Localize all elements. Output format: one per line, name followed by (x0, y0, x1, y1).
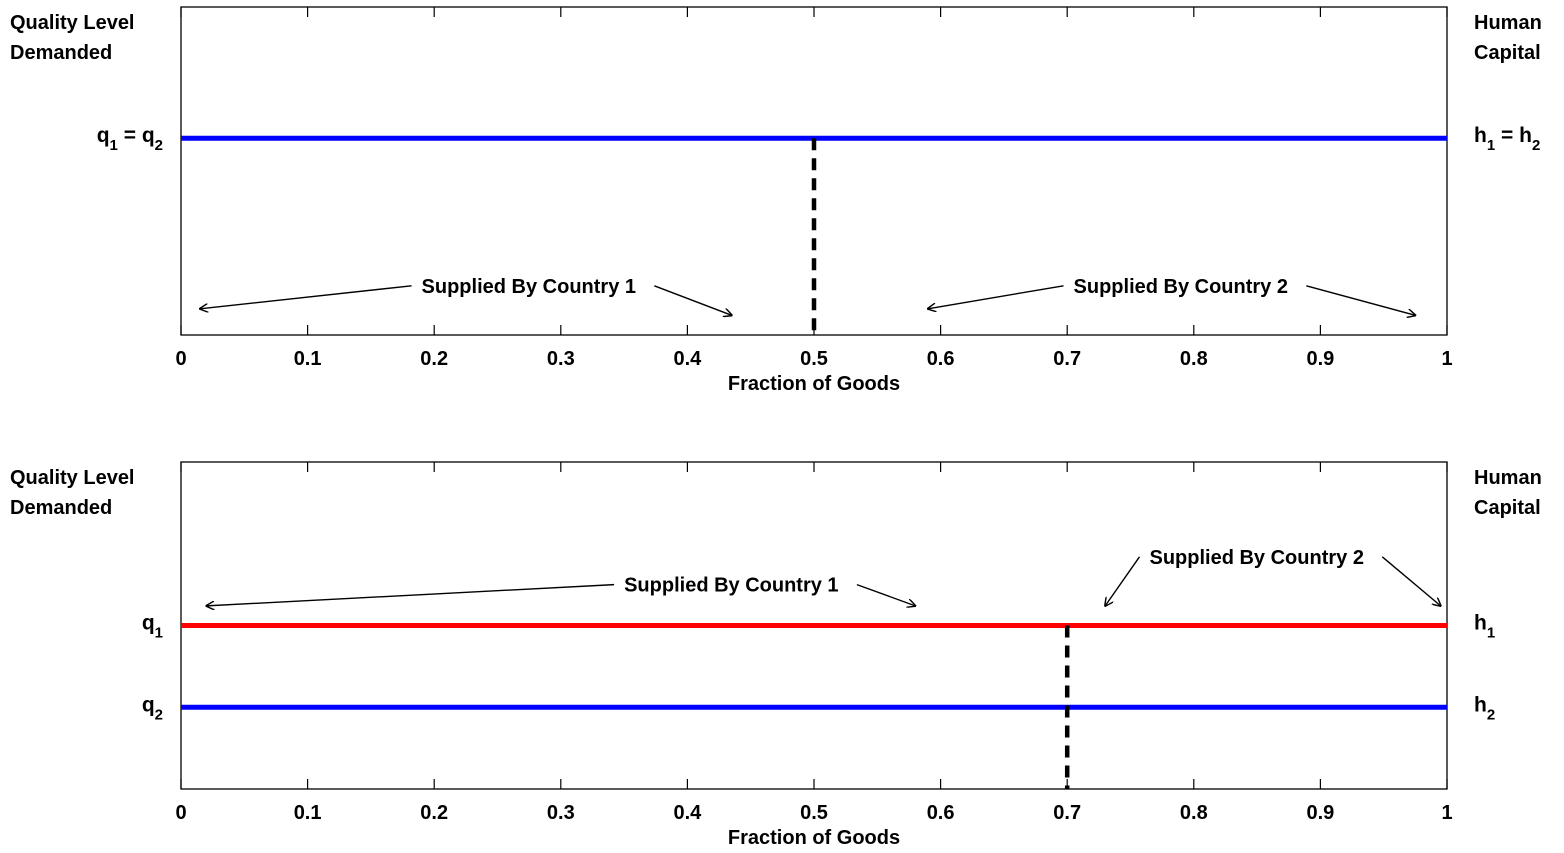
panel-2-xtick-label: 0 (175, 802, 186, 824)
panel-1-xtick-label: 0.9 (1306, 348, 1334, 370)
panel-1-right-axis-title: Capital (1474, 42, 1541, 64)
panel-1-xtick-label: 0.2 (420, 348, 448, 370)
panel-2-xtick-label: 1 (1441, 802, 1452, 824)
panel-1-xtick-label: 0.1 (294, 348, 322, 370)
panel-1-series-1-right-label: h1 = h2 (1474, 124, 1540, 154)
panel-1-left-axis-title: Demanded (10, 42, 112, 64)
panel-1-xtick-label: 0.6 (927, 348, 955, 370)
panel-2-series-1-right-label-sub: 1 (1487, 625, 1495, 642)
panel-1-xtick-label: 0.4 (673, 348, 702, 370)
panel-1-left-axis-title: Quality Level (10, 12, 135, 34)
panel-2-left-axis-title: Demanded (10, 497, 112, 519)
panel-1-xtick-label: 0.7 (1053, 348, 1081, 370)
panel-2-xtick-label: 0.4 (673, 802, 702, 824)
panel-2-series-2-left-label-sub: 2 (155, 706, 163, 723)
panel-2-series-2-right-label: h2 (1474, 693, 1495, 723)
panel-2-series-2-right-label-sub: 2 (1487, 706, 1495, 723)
panel-2-xtick-label: 0.1 (294, 802, 322, 824)
panel-1-xtick-label: 1 (1441, 348, 1452, 370)
panel-2-xtick-label: 0.9 (1306, 802, 1334, 824)
panel-2-series-1-left-label: q1 (142, 612, 163, 642)
panel-2-xtick-label: 0.2 (420, 802, 448, 824)
panel-2-xtick-label: 0.6 (927, 802, 955, 824)
panel-2-annotation-1-arrow (206, 583, 615, 606)
panel-1-xtick-label: 0.5 (800, 348, 828, 370)
panel-2-series-1-right-label-base: h (1474, 612, 1487, 635)
panel-1-series-1-right-label-base: h (1474, 124, 1487, 147)
panel-2-xtick-label: 0.7 (1053, 802, 1081, 824)
panel-1-annotation-2: Supplied By Country 2 (1074, 276, 1288, 298)
panel-2-series-1-left-label-sub: 1 (155, 625, 163, 642)
panel-1-series-1-left-label: q1 = q2 (97, 124, 163, 154)
panel-1-series-1-left-label-sub2: 2 (155, 137, 163, 154)
panel-2-right-axis-title: Capital (1474, 497, 1541, 519)
panel-1-xtick-label: 0.3 (547, 348, 575, 370)
panel-2-series-1-right-label: h1 (1474, 612, 1495, 642)
panel-2-right-axis-title: Human (1474, 467, 1542, 489)
panel-1-annotation-2-arrow (1306, 285, 1415, 316)
panel-2-series-1-left-label-base: q (142, 612, 155, 635)
panel-1-series-1-left-label-mid: = q (118, 124, 155, 147)
panel-1-right-axis-title: Human (1474, 12, 1542, 34)
panel-1-annotation-1-arrow (654, 285, 731, 316)
panel-2-annotation-2-arrow (1105, 556, 1141, 606)
panel-1-xlabel: Fraction of Goods (728, 373, 900, 395)
panel-1-series-1-right-label-sub: 1 (1487, 137, 1495, 154)
panel-2-series-2-left-label: q2 (142, 693, 163, 723)
panel-2-annotation-1: Supplied By Country 1 (624, 575, 838, 597)
panel-1-series-1-left-label-base: q (97, 124, 110, 147)
panel-1-xtick-label: 0.8 (1180, 348, 1208, 370)
panel-1-annotation-2-arrow (928, 285, 1064, 309)
panel-1-series-1-right-label-sub2: 2 (1532, 137, 1540, 154)
panel-1-annotation-1-arrow (200, 285, 412, 309)
panel-2-xtick-label: 0.3 (547, 802, 575, 824)
panel-2-annotation-2: Supplied By Country 2 (1149, 547, 1363, 569)
panel-1-series-1-left-label-sub: 1 (110, 137, 118, 154)
panel-2-xtick-label: 0.5 (800, 802, 828, 824)
panel-1-annotation-1: Supplied By Country 1 (422, 276, 636, 298)
panel-2-left-axis-title: Quality Level (10, 467, 135, 489)
panel-1-series-1-right-label-mid: = h (1495, 124, 1532, 147)
panel-2-series-2-right-label-base: h (1474, 693, 1487, 716)
panel-2-annotation-2-arrow (1381, 556, 1440, 606)
panel-2-xlabel: Fraction of Goods (728, 827, 900, 849)
panel-2-series-2-left-label-base: q (142, 693, 155, 716)
panel-2-annotation-1-arrow (856, 583, 915, 606)
panel-1-xtick-label: 0 (175, 348, 186, 370)
panel-2-xtick-label: 0.8 (1180, 802, 1208, 824)
